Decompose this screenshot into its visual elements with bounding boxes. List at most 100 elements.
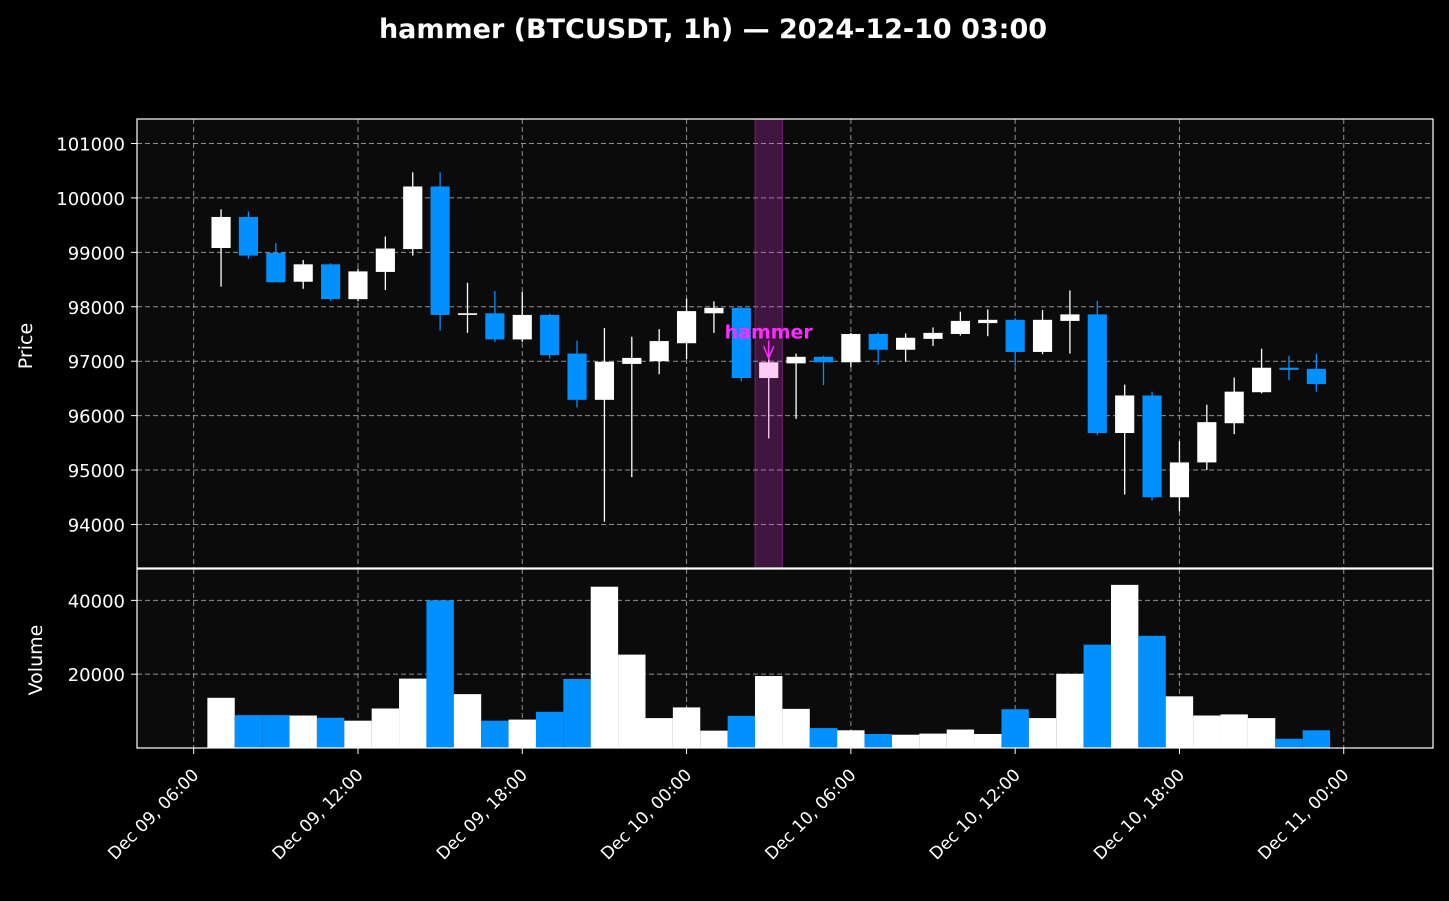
chart-title: hammer (BTCUSDT, 1h) — 2024-12-10 03:00	[379, 14, 1047, 45]
volume-bar	[1165, 696, 1194, 748]
volume-bar	[1302, 730, 1331, 748]
candle-body	[485, 313, 505, 340]
volume-bar	[1193, 715, 1221, 748]
volume-bar	[1056, 673, 1084, 748]
volume-bar	[535, 711, 564, 748]
price-tick-label: 95000	[68, 461, 125, 482]
candle-body	[978, 319, 998, 324]
candle-body	[1060, 314, 1080, 321]
volume-bar	[289, 715, 317, 748]
volume-ticks: 20000 40000	[68, 591, 137, 686]
candle-body	[1279, 367, 1299, 370]
candle-body	[403, 186, 423, 250]
volume-bar	[1001, 709, 1029, 748]
candle-body	[786, 356, 806, 364]
candle-body	[348, 271, 368, 300]
volume-layer	[207, 584, 1331, 748]
price-tick-label: 94000	[68, 515, 125, 536]
volume-bar	[919, 733, 947, 748]
volume-bar	[453, 694, 482, 748]
candle-layer	[211, 172, 1326, 522]
price-axis-label: Price	[15, 323, 37, 369]
volume-bar	[399, 678, 427, 748]
volume-bar	[371, 708, 400, 748]
candle-body	[211, 216, 231, 248]
candle-body	[1115, 395, 1135, 434]
candle-body	[1005, 319, 1025, 352]
candle-body	[375, 248, 395, 272]
volume-bar	[563, 678, 591, 748]
candle-body	[1142, 395, 1162, 498]
volume-bar	[1247, 718, 1276, 748]
volume-grid	[137, 569, 1433, 748]
volume-bar	[946, 729, 975, 748]
volume-bar	[316, 717, 345, 748]
candle-body	[841, 333, 861, 363]
candle-body	[1169, 462, 1190, 498]
volume-axis-label: Volume	[25, 625, 47, 696]
volume-bar	[700, 730, 728, 748]
candle-body	[293, 264, 313, 282]
candle-body	[321, 264, 341, 300]
candle-body	[1197, 422, 1217, 463]
price-tick-label: 98000	[68, 298, 125, 319]
volume-bar	[672, 707, 701, 748]
candle-body	[1032, 319, 1053, 352]
candle-body	[1252, 367, 1272, 393]
candle-body	[567, 353, 587, 400]
candle-body	[594, 361, 614, 400]
candle-body	[457, 313, 478, 315]
price-plot-frame	[136, 118, 1434, 569]
candle-body	[512, 314, 532, 340]
volume-bar	[1138, 635, 1166, 748]
candle-body	[1087, 314, 1107, 434]
volume-panel: 20000 40000 Volume	[25, 568, 1434, 749]
candle-body	[1306, 368, 1326, 385]
price-tick-label: 99000	[68, 243, 125, 264]
candle-body	[896, 337, 916, 350]
volume-bar	[1275, 738, 1303, 748]
volume-bar	[782, 708, 810, 748]
volume-bar	[645, 718, 673, 748]
volume-bar	[207, 697, 235, 748]
price-tick-label: 97000	[68, 352, 125, 373]
annotation-label: hammer	[725, 321, 814, 343]
volume-bar	[809, 728, 838, 748]
candle-body	[868, 333, 888, 350]
candle-body	[676, 311, 697, 344]
price-tick-label: 96000	[68, 407, 125, 428]
annotation-layer: hammer	[725, 321, 814, 361]
candle-body	[1224, 391, 1244, 424]
candle-body	[622, 357, 642, 364]
candle-body	[950, 320, 970, 334]
volume-bar	[508, 719, 536, 748]
volume-bar	[974, 733, 1002, 748]
volume-bar	[618, 654, 646, 748]
volume-bar	[891, 734, 920, 748]
volume-bar	[837, 730, 865, 748]
price-tick-label: 100000	[56, 189, 125, 210]
candle-body	[759, 362, 779, 379]
candle-body	[813, 356, 834, 363]
volume-bar	[1220, 714, 1248, 748]
price-panel: hammer 94000 95000 96000 97000 98000 99000 100…	[15, 118, 1434, 569]
candle-body	[731, 307, 751, 379]
volume-bar	[481, 720, 509, 748]
volume-bar	[1110, 584, 1139, 748]
candle-body	[540, 314, 560, 356]
candle-body	[266, 252, 286, 283]
price-tick-label: 101000	[56, 134, 125, 155]
volume-bar	[864, 733, 892, 748]
volume-bar	[234, 715, 263, 748]
volume-bar	[1028, 718, 1057, 748]
volume-bar	[262, 715, 290, 748]
volume-plot-frame	[136, 568, 1434, 749]
annotation-arrow	[763, 345, 775, 361]
price-plot-background	[137, 119, 1433, 568]
candle-body	[238, 216, 259, 256]
volume-bar	[344, 720, 372, 748]
candle-body	[430, 186, 450, 315]
volume-bar	[727, 715, 756, 748]
